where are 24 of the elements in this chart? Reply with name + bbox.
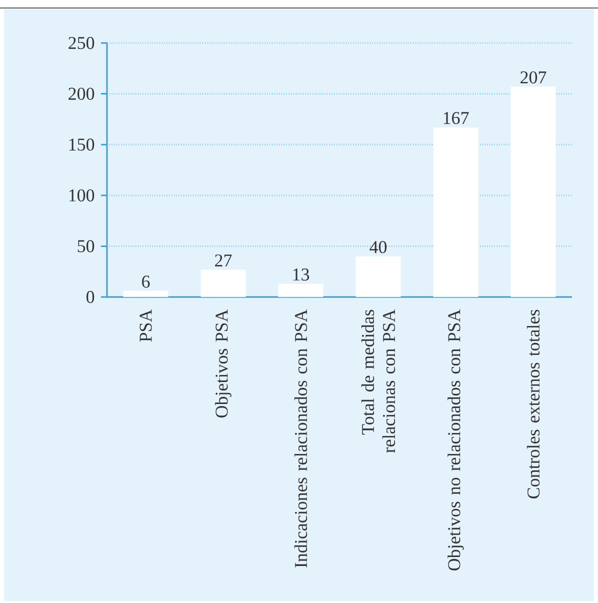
bar bbox=[200, 270, 246, 297]
y-tick-label: 250 bbox=[68, 36, 94, 50]
bar bbox=[510, 86, 556, 297]
x-tick-label: Total de medidas relacionas con PSA bbox=[361, 309, 396, 453]
x-tick-label: Controles externos totales bbox=[526, 310, 540, 498]
bar bbox=[356, 256, 401, 297]
data-label: 27 bbox=[215, 254, 232, 266]
x-tick-label: Objetivos PSA bbox=[215, 309, 232, 418]
data-label: 6 bbox=[142, 276, 150, 288]
data-label: 167 bbox=[444, 112, 469, 124]
x-tick-label: Objetivos no relacionados con PSA bbox=[448, 309, 464, 570]
y-tick-label: 50 bbox=[78, 240, 94, 252]
bar bbox=[433, 127, 478, 297]
bar bbox=[278, 284, 324, 297]
bar bbox=[123, 290, 168, 297]
y-tick-label: 200 bbox=[68, 88, 94, 100]
y-tick-label: 150 bbox=[69, 138, 94, 151]
data-label: 40 bbox=[370, 241, 387, 254]
x-tick-label: Indicaciones relacionados con PSA bbox=[294, 309, 308, 568]
data-label: 13 bbox=[293, 268, 310, 281]
x-tick-label: PSA bbox=[140, 309, 152, 342]
data-label: 207 bbox=[520, 71, 546, 84]
y-tick-label: 0 bbox=[86, 290, 94, 304]
y-tick-label: 100 bbox=[69, 189, 94, 202]
